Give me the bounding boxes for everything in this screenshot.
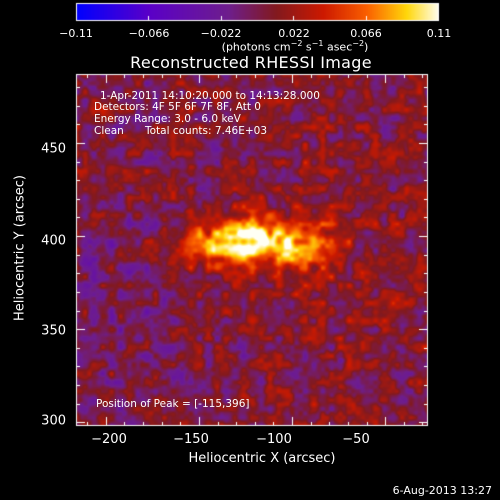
colorbar-tick-label: −0.022 xyxy=(200,27,242,40)
colorbar-tick-label: 0.066 xyxy=(350,27,382,40)
x-axis-label: Heliocentric X (arcsec) xyxy=(188,451,336,466)
colorbar-unit-part: ) xyxy=(364,40,369,54)
detectors-annotation: Detectors: 4F 5F 6F 7F 8F, Att 0 xyxy=(94,101,261,113)
colorbar-unit-part: asec xyxy=(323,40,353,54)
y-axis-label: Heliocentric Y (arcsec) xyxy=(12,175,28,321)
x-tick-label: −100 xyxy=(256,432,292,447)
x-tick-label: −50 xyxy=(342,432,370,447)
total-counts-annotation: Total counts: 7.46E+03 xyxy=(145,125,268,137)
colorbar-unit-exponent: −1 xyxy=(311,39,324,48)
colorbar-unit-part: (photons cm xyxy=(221,40,291,54)
colorbar-tick-label: −0.066 xyxy=(128,27,170,40)
colorbar-unit-label: (photons cm−2 s−1 asec−2) xyxy=(222,40,369,53)
colorbar-unit-exponent: −2 xyxy=(290,39,303,48)
colorbar-tick-label: −0.11 xyxy=(59,27,93,40)
colorbar-tick-label: 0.11 xyxy=(426,27,452,40)
chart-title: Reconstructed RHESSI Image xyxy=(130,53,372,72)
energy-annotation: Energy Range: 3.0 - 6.0 keV xyxy=(94,113,241,125)
y-tick-label: 400 xyxy=(41,233,66,249)
creation-date: 6-Aug-2013 13:27 xyxy=(392,484,492,497)
time-range-annotation: 1-Apr-2011 14:10:20.000 to 14:13:28.000 xyxy=(100,90,320,102)
colorbar-unit-exponent: −2 xyxy=(352,39,365,48)
x-tick-label: −150 xyxy=(173,432,209,447)
colorbar-unit-part: s xyxy=(302,40,312,54)
peak-position-annotation: Position of Peak = [-115,396] xyxy=(96,398,250,410)
y-tick-label: 450 xyxy=(41,141,66,157)
method-annotation: Clean xyxy=(94,125,124,137)
y-tick-label: 300 xyxy=(41,413,66,429)
colorbar-tick-label: 0.022 xyxy=(278,27,310,40)
x-tick-label: −200 xyxy=(91,432,127,447)
y-tick-label: 350 xyxy=(41,323,66,339)
